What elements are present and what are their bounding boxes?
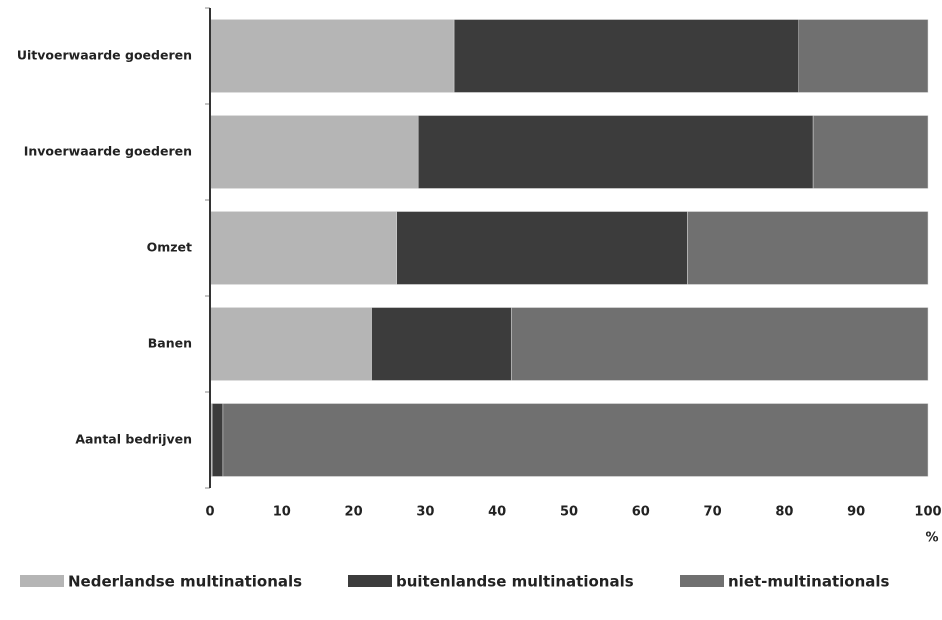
y-tick-label: Uitvoerwaarde goederen — [17, 48, 192, 63]
x-tick-label: 40 — [488, 505, 506, 520]
legend-label: Nederlandse multinationals — [68, 573, 302, 591]
bar-segment — [687, 211, 929, 285]
legend-marker — [20, 575, 64, 587]
bar-segment — [209, 211, 397, 285]
y-tick-label: Aantal bedrijven — [75, 432, 192, 447]
x-tick-label: 60 — [632, 505, 650, 520]
y-tick-label: Omzet — [147, 240, 192, 255]
x-tick-label: 20 — [345, 505, 363, 520]
bar-segment — [209, 115, 419, 189]
x-tick-label: 30 — [416, 505, 434, 520]
x-tick-label: 70 — [704, 505, 722, 520]
bar-segment — [511, 307, 929, 381]
bar-segment — [798, 19, 929, 93]
x-tick-label: 0 — [205, 505, 214, 520]
bar-segment — [453, 19, 800, 93]
legend-label: niet-multinationals — [728, 573, 890, 591]
bar-segment — [209, 307, 372, 381]
x-tick-label: 100 — [914, 505, 941, 520]
legend-marker — [348, 575, 392, 587]
bar-segment — [371, 307, 512, 381]
bar-segment — [211, 403, 224, 477]
x-tick-label: 10 — [273, 505, 291, 520]
bar-segment — [209, 19, 455, 93]
y-tick-label: Banen — [148, 336, 192, 351]
x-tick-label: 80 — [775, 505, 793, 520]
bar-segment — [417, 115, 814, 189]
legend-label: buitenlandse multinationals — [396, 573, 634, 591]
legend-marker — [680, 575, 724, 587]
x-tick-label: 50 — [560, 505, 578, 520]
x-axis-label: % — [925, 531, 938, 546]
bar-segment — [222, 403, 929, 477]
bar-segment — [396, 211, 688, 285]
bar-segment — [812, 115, 929, 189]
x-tick-label: 90 — [847, 505, 865, 520]
y-tick-label: Invoerwaarde goederen — [24, 144, 192, 159]
